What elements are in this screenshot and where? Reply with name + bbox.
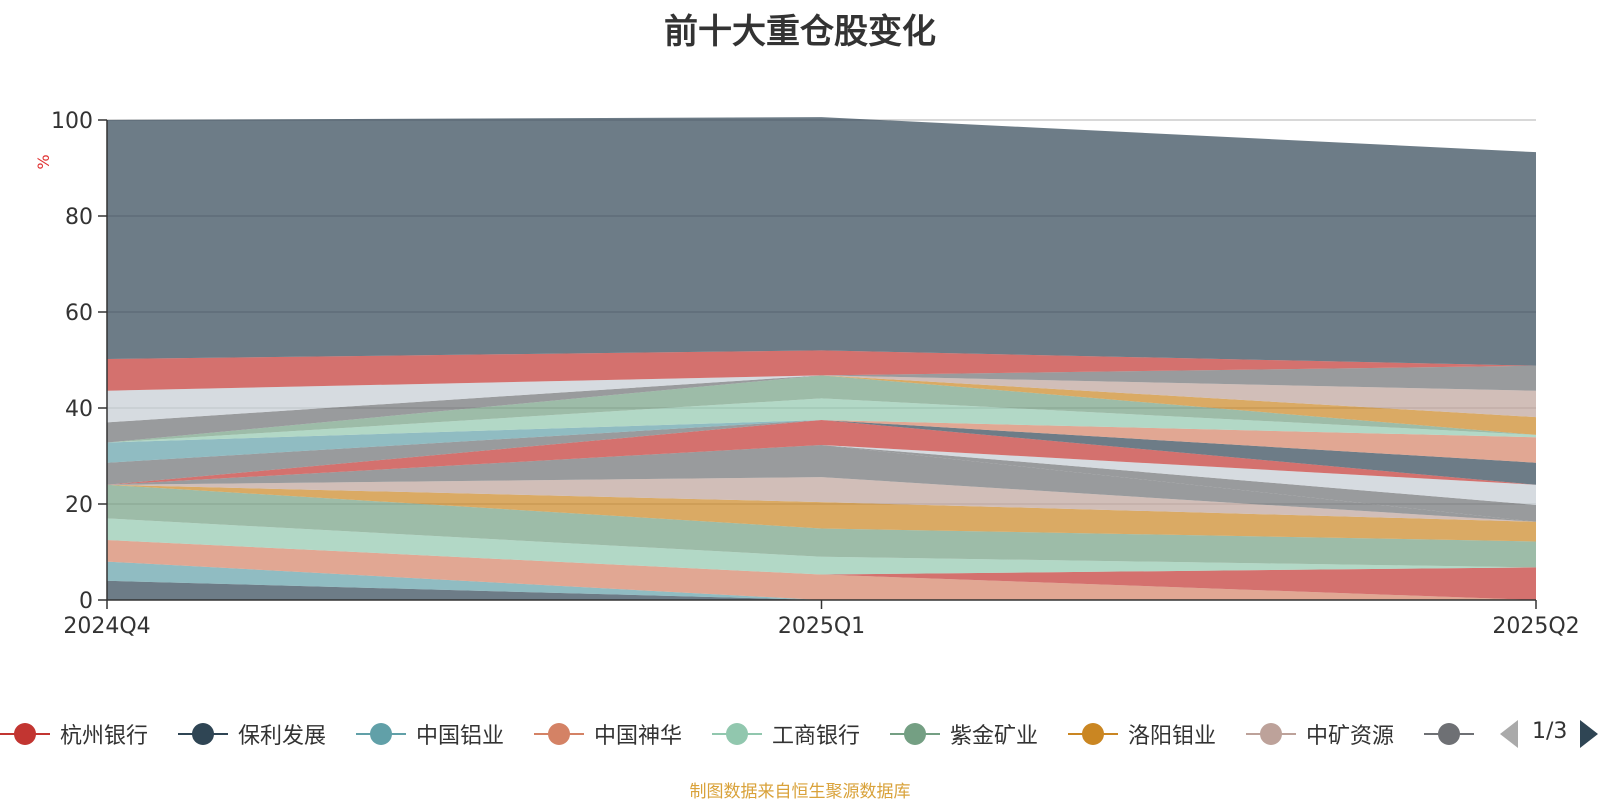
area-layer-8 <box>107 444 1536 522</box>
legend-marker-icon <box>356 722 406 746</box>
axes: 0 20 40 60 80 100 2024Q4 2025Q1 2025Q2% <box>34 109 1580 639</box>
legend-item-7[interactable]: 中矿资源 <box>1246 716 1394 752</box>
area-series <box>107 117 1536 600</box>
y-axis-label: % <box>34 154 53 169</box>
legend-item-0[interactable]: 杭州银行 <box>0 716 148 752</box>
legend-marker-icon <box>890 722 940 746</box>
legend-marker-icon <box>1424 722 1474 746</box>
legend-marker-icon <box>1068 722 1118 746</box>
x-tick-label-2: 2025Q2 <box>1492 614 1579 639</box>
legend-item-5[interactable]: 紫金矿业 <box>890 716 1038 752</box>
area-layer-3 <box>107 540 1536 600</box>
legend-marker-icon <box>712 722 762 746</box>
legend-label: 洛阳钼业 <box>1128 724 1217 749</box>
area-layer-4 <box>107 518 1536 575</box>
area-layer-24 <box>107 117 1536 366</box>
legend-item-1[interactable]: 保利发展 <box>178 716 326 752</box>
area-layer-18 <box>107 375 1536 443</box>
area-layer-2 <box>107 540 1536 600</box>
legend-item-6[interactable]: 洛阳钼业 <box>1068 716 1216 752</box>
legend-item-8[interactable] <box>1424 716 1481 752</box>
legend-label: 工商银行 <box>772 724 861 749</box>
legend-page-indicator: 1/3 <box>1532 719 1568 744</box>
y-tick-label-1: 20 <box>65 493 93 518</box>
area-layer-17 <box>107 398 1536 443</box>
legend-label: 杭州银行 <box>60 724 149 749</box>
area-layer-13 <box>107 420 1536 485</box>
x-tick-label-1: 2025Q1 <box>778 614 865 639</box>
legend-label: 中矿资源 <box>1306 724 1395 749</box>
area-layer-22 <box>107 365 1536 423</box>
legend-marker-icon <box>178 722 228 746</box>
legend-marker-icon <box>1246 722 1296 746</box>
area-layer-0 <box>107 580 1536 600</box>
y-tick-label-4: 80 <box>65 205 93 230</box>
area-layer-15 <box>107 420 1536 463</box>
area-layer-12 <box>107 420 1536 485</box>
legend: 杭州银行 保利发展 中国铝业 中国神华 工商银行 紫金矿业 洛阳钼业 中矿资源 <box>0 716 1481 752</box>
legend-marker-icon <box>0 722 50 746</box>
legend-item-2[interactable]: 中国铝业 <box>356 716 504 752</box>
chart-title: 前十大重仓股变化 <box>664 12 936 52</box>
area-layer-23 <box>107 350 1536 391</box>
legend-label: 中国铝业 <box>416 724 505 749</box>
area-layer-5 <box>107 484 1536 568</box>
area-layer-10 <box>107 444 1536 505</box>
area-layer-21 <box>107 365 1536 443</box>
area-layer-7 <box>107 477 1536 522</box>
legend-label: 中国神华 <box>594 724 683 749</box>
legend-item-4[interactable]: 工商银行 <box>712 716 860 752</box>
legend-item-3[interactable]: 中国神华 <box>534 716 682 752</box>
legend-prev-page-icon[interactable] <box>1500 720 1518 748</box>
y-tick-label-3: 60 <box>65 301 93 326</box>
y-tick-label-0: 0 <box>79 589 93 614</box>
legend-label: 保利发展 <box>238 724 327 749</box>
source-note: 制图数据来自恒生聚源数据库 <box>689 782 911 802</box>
legend-pager: 1/3 <box>1500 716 1600 752</box>
area-layer-1 <box>107 561 1536 600</box>
legend-next-page-icon[interactable] <box>1580 720 1598 748</box>
area-layer-9 <box>107 444 1536 522</box>
x-tick-label-0: 2024Q4 <box>63 614 150 639</box>
stacked-area-chart: 0 20 40 60 80 100 2024Q4 2025Q1 2025Q2% <box>34 109 1580 639</box>
area-layer-19 <box>107 375 1536 443</box>
area-layer-16 <box>107 420 1536 463</box>
legend-label: 紫金矿业 <box>950 724 1039 749</box>
y-tick-label-5: 100 <box>51 109 93 134</box>
area-layer-6 <box>107 484 1536 542</box>
area-layer-20 <box>107 375 1536 443</box>
legend-marker-icon <box>534 722 584 746</box>
y-tick-label-2: 40 <box>65 397 93 422</box>
area-layer-11 <box>107 420 1536 485</box>
